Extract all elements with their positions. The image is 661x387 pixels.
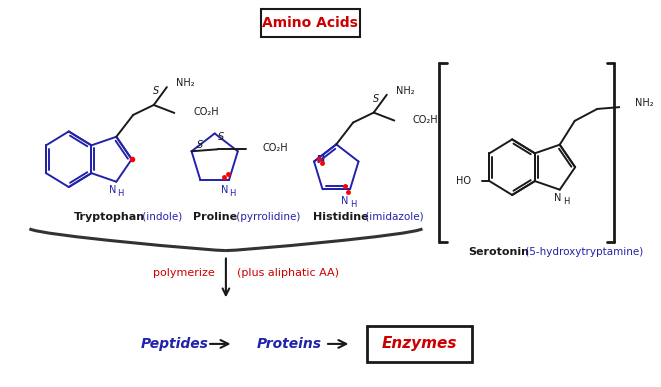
Text: N: N [316, 154, 324, 164]
Text: N: N [109, 185, 116, 195]
Text: N: N [554, 193, 562, 203]
Text: (pyrrolidine): (pyrrolidine) [233, 212, 301, 222]
Text: H: H [350, 200, 356, 209]
Text: (indole): (indole) [139, 212, 182, 222]
Text: CO₂H: CO₂H [413, 115, 439, 125]
Text: Proline: Proline [193, 212, 237, 222]
Text: Enzymes: Enzymes [382, 336, 457, 351]
Text: Tryptophan: Tryptophan [74, 212, 145, 222]
Text: HO: HO [456, 176, 471, 186]
Text: H: H [229, 188, 236, 197]
Text: Proteins: Proteins [257, 337, 322, 351]
Text: S: S [218, 132, 225, 142]
Text: (imidazole): (imidazole) [362, 212, 424, 222]
Text: polymerize: polymerize [153, 268, 215, 278]
Text: Peptides: Peptides [141, 337, 208, 351]
Text: Histidine: Histidine [313, 212, 369, 222]
Text: N: N [221, 185, 228, 195]
Text: S: S [372, 94, 379, 104]
Text: (plus aliphatic AA): (plus aliphatic AA) [237, 268, 339, 278]
Text: Amino Acids: Amino Acids [262, 16, 358, 30]
Text: NH₂: NH₂ [635, 98, 653, 108]
Text: S: S [197, 140, 204, 150]
Text: H: H [117, 189, 123, 198]
Text: (5-hydroxytryptamine): (5-hydroxytryptamine) [522, 247, 642, 257]
Text: CO₂H: CO₂H [193, 107, 219, 117]
Text: NH₂: NH₂ [176, 78, 195, 88]
FancyBboxPatch shape [367, 326, 472, 362]
Text: N: N [340, 196, 348, 206]
Text: CO₂H: CO₂H [262, 143, 288, 153]
Text: Serotonin: Serotonin [468, 247, 529, 257]
FancyBboxPatch shape [260, 9, 360, 37]
Text: NH₂: NH₂ [396, 86, 415, 96]
Text: S: S [153, 86, 159, 96]
Text: H: H [563, 197, 570, 206]
